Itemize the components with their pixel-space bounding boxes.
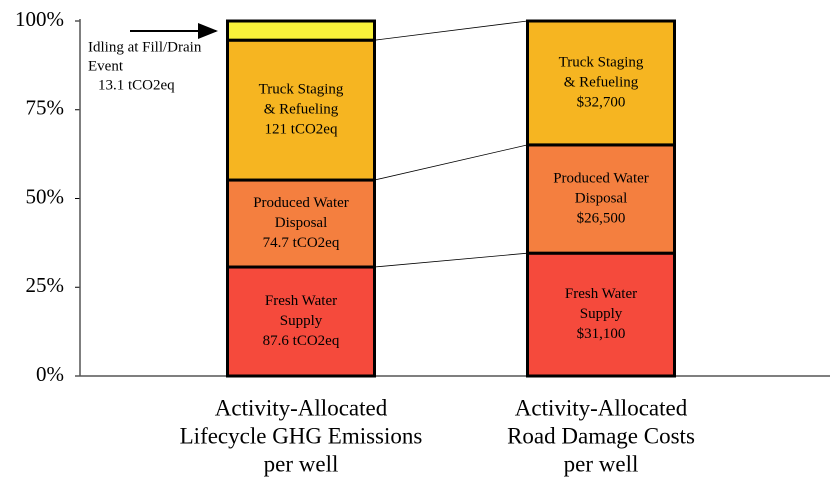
connector (374, 252, 528, 268)
bar-segment (526, 143, 676, 255)
segment-label: Disposal (575, 190, 628, 206)
annotation: 13.1 tCO2eq (98, 77, 175, 93)
segment-label: Truck Staging (559, 54, 644, 70)
y-tick-label: 75% (26, 96, 65, 120)
segment-label: Fresh Water (265, 293, 337, 309)
annotation: Idling at Fill/Drain (88, 39, 202, 55)
segment-label: 121 tCO2eq (265, 122, 338, 138)
x-tick-label: Activity-Allocated (515, 395, 688, 420)
y-tick-label: 50% (26, 184, 65, 208)
segment-label: & Refueling (564, 74, 639, 90)
bar-segment (226, 178, 376, 269)
y-tick-label: 25% (26, 273, 65, 297)
segment-label: $31,100 (577, 326, 626, 342)
x-tick-label: Activity-Allocated (215, 395, 388, 420)
segment-label: $32,700 (577, 94, 626, 110)
connector (374, 144, 528, 181)
segment-label: $26,500 (577, 210, 626, 226)
bar-segment (226, 19, 376, 42)
connector (374, 20, 528, 41)
annotation: Event (88, 58, 124, 74)
segment-label: Supply (280, 313, 323, 329)
segment-label: Supply (580, 306, 623, 322)
x-tick-label: Lifecycle GHG Emissions (180, 423, 423, 448)
y-tick-label: 0% (36, 362, 64, 386)
segment-label: Disposal (275, 215, 328, 231)
y-tick-label: 100% (15, 7, 64, 31)
segment-label: Fresh Water (565, 286, 637, 302)
segment-label: 87.6 tCO2eq (263, 333, 340, 349)
segment-label: Produced Water (253, 195, 349, 211)
bar-segment (226, 265, 376, 378)
segment-label: Produced Water (553, 170, 649, 186)
segment-label: & Refueling (264, 102, 339, 118)
x-tick-label: per well (264, 451, 339, 476)
x-tick-label: Road Damage Costs (507, 423, 695, 448)
x-tick-label: per well (564, 451, 639, 476)
bar-segment (526, 19, 676, 147)
segment-label: Truck Staging (259, 82, 344, 98)
segment-label: 74.7 tCO2eq (263, 235, 340, 251)
bar-segment (226, 38, 376, 182)
